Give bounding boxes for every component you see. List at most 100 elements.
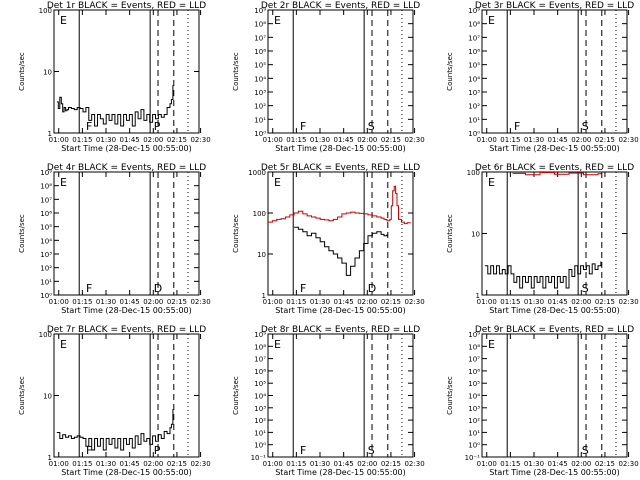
y-tick-label: 100: [467, 169, 480, 177]
x-tick-label: 01:15: [286, 136, 306, 144]
flag-marker: P: [154, 120, 161, 133]
x-tick-label: 01:00: [477, 136, 497, 144]
x-axis-label: Start Time (28-Dec-15 00:55:00): [61, 468, 192, 477]
flag-marker: P: [154, 444, 161, 457]
x-tick-label: 01:45: [334, 460, 354, 468]
flag-marker: E: [274, 176, 281, 189]
x-tick-label: 02:30: [618, 460, 638, 468]
y-tick-label: 10⁵: [254, 380, 266, 388]
x-tick-label: 01:30: [310, 136, 330, 144]
series-events-0: [56, 85, 174, 127]
x-axis-label: Start Time (28-Dec-15 00:55:00): [61, 144, 192, 153]
y-tick-label: 10³: [468, 405, 480, 413]
panel-title: Det 7r BLACK = Events, RED = LLD: [47, 325, 206, 335]
x-axis-label: Start Time (28-Dec-15 00:55:00): [275, 144, 406, 153]
x-tick-label: 01:30: [310, 298, 330, 306]
y-tick-label: 10⁴: [40, 237, 52, 245]
y-tick-label: 10: [43, 393, 52, 401]
flag-marker: E: [274, 14, 281, 27]
y-tick-label: 10⁰: [254, 442, 266, 450]
x-tick-label: 01:15: [72, 460, 92, 468]
x-tick-label: 01:00: [263, 136, 283, 144]
x-tick-label: 02:30: [404, 460, 424, 468]
y-tick-label: 10³: [468, 89, 480, 97]
y-axis-label: Counts/sec: [232, 52, 240, 91]
y-tick-label: 10⁸: [468, 21, 480, 29]
y-tick-label: 10⁶: [254, 48, 266, 56]
panel-det-8r: Det 8r BLACK = Events, RED = LLD 10⁻¹ 10⁰ 1…: [232, 325, 425, 477]
x-tick-label: 02:00: [143, 298, 163, 306]
y-tick-label: 10⁶: [254, 368, 266, 376]
y-tick-label: 100: [39, 331, 52, 339]
y-tick-label: 10⁹: [468, 7, 480, 15]
x-tick-label: 02:00: [143, 460, 163, 468]
y-tick-label: 10⁵: [254, 62, 266, 70]
panel-det-5r: Det 5r BLACK = Events, RED = LLD 1 10 100 10…: [232, 163, 425, 315]
x-tick-label: 01:45: [548, 298, 568, 306]
y-tick-label: 10⁰: [468, 442, 480, 450]
y-axis-label: Counts/sec: [18, 376, 26, 415]
x-tick-label: 01:30: [524, 298, 544, 306]
x-tick-label: 02:15: [381, 298, 401, 306]
x-axis-label: Start Time (28-Dec-15 00:55:00): [61, 306, 192, 315]
panel-title: Det 6r BLACK = Events, RED = LLD: [475, 163, 634, 173]
flag-marker: E: [60, 338, 67, 351]
y-tick-label: 10²: [468, 103, 480, 111]
y-tick-label: 10²: [40, 265, 52, 273]
series-events-0: [56, 409, 174, 451]
x-tick-label: 02:15: [381, 136, 401, 144]
panel-det-4r: Det 4r BLACK = Events, RED = LLD 10⁰ 10¹ 10…: [18, 163, 211, 315]
y-tick-label: 10²: [468, 417, 480, 425]
panel-det-1r: Det 1r BLACK = Events, RED = LLD 1 10 100 Co…: [18, 1, 211, 153]
y-tick-label: 10⁹: [254, 331, 266, 339]
y-tick-label: 10⁻¹: [465, 454, 481, 462]
panel-title: Det 3r BLACK = Events, RED = LLD: [475, 1, 634, 11]
x-tick-label: 02:00: [571, 460, 591, 468]
y-tick-label: 10⁰: [468, 130, 480, 138]
x-tick-label: 01:15: [72, 136, 92, 144]
y-tick-label: 10¹: [254, 429, 266, 437]
flag-marker: E: [60, 14, 67, 27]
y-tick-label: 10⁵: [40, 224, 52, 232]
y-tick-label: 10⁴: [468, 75, 480, 83]
y-tick-label: 1000: [248, 169, 266, 177]
y-tick-label: 10⁸: [254, 21, 266, 29]
y-tick-label: 10⁶: [40, 210, 52, 218]
y-tick-label: 10³: [254, 405, 266, 413]
y-tick-label: 10: [43, 69, 52, 77]
y-tick-label: 10: [257, 251, 266, 259]
flag-marker: S: [582, 444, 589, 457]
y-tick-label: 10⁰: [40, 292, 52, 300]
y-tick-label: 10⁷: [254, 34, 266, 42]
y-axis-label: Counts/sec: [232, 376, 240, 415]
plot-frame: [267, 333, 414, 458]
y-tick-label: 10¹: [468, 429, 480, 437]
y-tick-label: 100: [253, 210, 266, 218]
x-tick-label: 01:15: [286, 460, 306, 468]
y-tick-label: 10⁹: [254, 7, 266, 15]
x-tick-label: 01:30: [96, 298, 116, 306]
y-tick-label: 10³: [40, 251, 52, 259]
panel-title: Det 5r BLACK = Events, RED = LLD: [261, 163, 420, 173]
x-tick-label: 02:00: [571, 136, 591, 144]
x-tick-label: 01:00: [49, 136, 69, 144]
y-tick-label: 10⁶: [468, 48, 480, 56]
x-tick-label: 02:30: [618, 298, 638, 306]
flag-marker: F: [300, 282, 306, 295]
y-tick-label: 10⁴: [468, 393, 480, 401]
x-tick-label: 01:45: [548, 460, 568, 468]
y-axis-label: Counts/sec: [18, 52, 26, 91]
plot-frame: [267, 171, 414, 296]
x-tick-label: 01:15: [500, 298, 520, 306]
x-tick-label: 01:30: [96, 460, 116, 468]
flag-marker: D: [154, 282, 162, 295]
plot-frame: [481, 9, 628, 134]
y-tick-label: 10⁸: [254, 343, 266, 351]
x-tick-label: 02:15: [381, 460, 401, 468]
x-tick-label: 02:00: [357, 460, 377, 468]
flag-marker: D: [368, 282, 376, 295]
y-tick-label: 10: [471, 231, 480, 239]
x-tick-label: 02:00: [571, 298, 591, 306]
y-tick-label: 10¹: [254, 116, 266, 124]
